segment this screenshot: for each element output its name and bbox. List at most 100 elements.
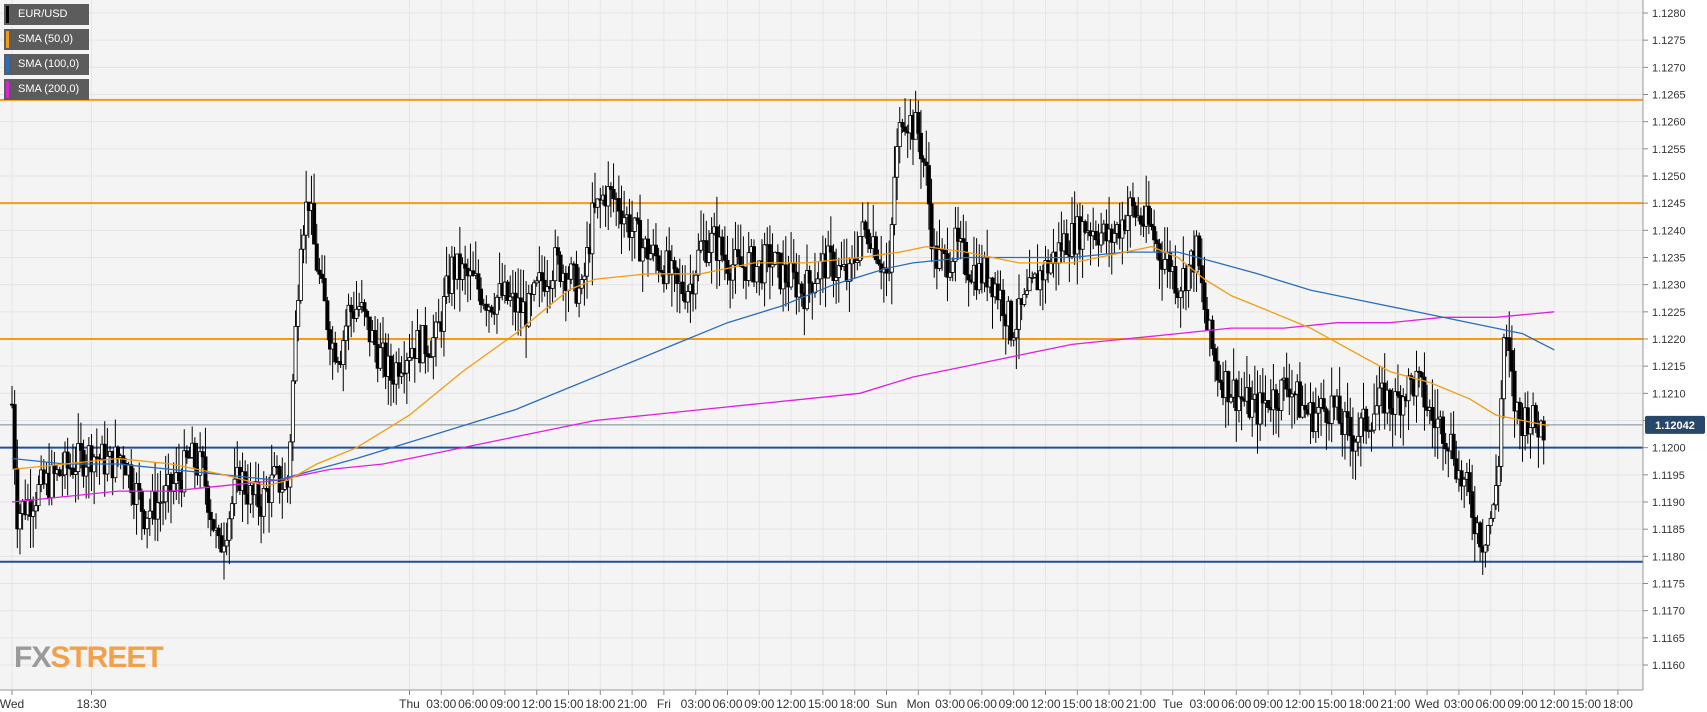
bear-candle: [574, 264, 579, 304]
bear-candle: [479, 288, 484, 305]
bull-candle: [1162, 259, 1167, 270]
bear-candle: [929, 203, 934, 250]
bear-candle: [616, 198, 621, 212]
bull-candle: [887, 271, 892, 274]
bear-candle: [1454, 458, 1459, 480]
bull-candle: [31, 510, 36, 517]
bear-candle: [1260, 392, 1265, 404]
bull-candle: [1289, 393, 1294, 398]
bull-candle: [76, 443, 81, 473]
sma50-line: [11, 245, 1550, 487]
bull-candle: [1491, 504, 1496, 519]
bear-candle: [675, 268, 680, 284]
x-tick-label: 15:00: [808, 697, 838, 711]
bull-candle: [1499, 398, 1504, 467]
bear-candle: [1509, 350, 1514, 372]
bull-candle: [508, 296, 513, 301]
bear-candle: [1443, 443, 1448, 450]
bear-candle: [489, 306, 494, 313]
bear-candle: [1215, 360, 1220, 381]
legend-item-sma50[interactable]: SMA (50,0): [4, 29, 90, 50]
bear-candle: [924, 161, 929, 166]
bear-candle: [57, 469, 62, 476]
y-tick-label: 1.1160: [1652, 660, 1685, 672]
x-tick-label: 06:00: [712, 697, 742, 711]
bear-candle: [1441, 416, 1446, 444]
bear-candle: [1467, 472, 1472, 493]
bull-candle: [171, 483, 176, 492]
bear-candle: [966, 274, 971, 281]
bull-candle: [834, 276, 839, 281]
bull-candle: [147, 510, 152, 519]
x-tick-label: 12:00: [1030, 697, 1060, 711]
x-tick-label: 09:00: [744, 697, 774, 711]
bear-candle: [918, 132, 923, 160]
legend-item-sma100[interactable]: SMA (100,0): [4, 54, 90, 75]
bull-candle: [746, 252, 751, 281]
legend-item-sma200[interactable]: SMA (200,0): [4, 79, 90, 100]
bear-candle: [1430, 407, 1435, 421]
x-tick-label: 09:00: [1253, 697, 1283, 711]
bear-candle: [1001, 289, 1006, 317]
bull-candle: [1300, 405, 1305, 418]
bull-candle: [685, 291, 690, 303]
bull-candle: [640, 247, 645, 262]
bull-candle: [1250, 398, 1255, 418]
bear-candle: [791, 262, 796, 273]
bull-candle: [1356, 435, 1361, 443]
x-axis: Wed 18:30 Thu 03:00 06:00 09:00 12:00 15:00 18:0…: [0, 689, 1643, 711]
legend-label: SMA (50,0): [18, 33, 74, 45]
logo-street: STREET: [50, 641, 163, 674]
bear-candle: [1533, 404, 1538, 429]
bear-candle: [402, 372, 407, 375]
x-tick-label: 09:00: [999, 697, 1029, 711]
bull-candle: [1178, 290, 1183, 299]
bull-candle: [1501, 337, 1506, 400]
bull-candle: [298, 248, 303, 301]
y-tick-label: 1.1195: [1652, 470, 1685, 482]
bull-candle: [532, 282, 537, 295]
bull-candle: [1374, 405, 1379, 415]
legend: EUR/USD SMA (50,0) SMA (100,0) SMA (200,…: [4, 4, 90, 104]
bear-candle: [81, 449, 86, 477]
bear-candle: [471, 270, 476, 276]
bear-candle: [322, 278, 327, 302]
x-tick-label: 03:00: [935, 697, 965, 711]
bull-candle: [762, 244, 767, 284]
bear-candle: [961, 238, 966, 243]
bear-candle: [1093, 230, 1098, 241]
price-tag-label: 1.12042: [1655, 420, 1695, 432]
y-tick-label: 1.1280: [1652, 8, 1686, 20]
bear-candle: [373, 330, 378, 345]
bull-candle: [1329, 395, 1334, 424]
y-tick-label: 1.1185: [1652, 524, 1685, 536]
bear-candle: [192, 442, 197, 468]
bull-candle: [1080, 221, 1085, 250]
bear-candle: [1210, 319, 1215, 349]
bear-candle: [320, 273, 325, 279]
bull-candle: [595, 198, 600, 208]
bull-candle: [858, 236, 863, 261]
bull-candle: [161, 501, 166, 504]
y-tick-label: 1.1215: [1652, 361, 1686, 373]
bull-candle: [1017, 298, 1022, 330]
y-tick-label: 1.1170: [1652, 606, 1685, 618]
bear-candle: [876, 259, 881, 265]
bull-candle: [1316, 407, 1321, 414]
bear-candle: [1507, 337, 1512, 351]
bull-candle: [221, 545, 226, 553]
bear-candle: [1451, 433, 1456, 460]
bull-candle: [1342, 411, 1347, 436]
bear-candle: [78, 443, 83, 451]
bear-candle: [1146, 205, 1151, 225]
legend-item-eurusd[interactable]: EUR/USD: [4, 4, 90, 25]
bull-candle: [1406, 375, 1411, 402]
bull-candle: [1011, 337, 1016, 341]
bear-candle: [1321, 398, 1326, 410]
bear-candle: [956, 227, 961, 242]
bear-candle: [646, 238, 651, 260]
y-tick-label: 1.1165: [1652, 633, 1685, 645]
x-tick-label: 09:00: [490, 697, 520, 711]
bear-candle: [362, 302, 367, 312]
x-tick-label: 06:00: [967, 697, 997, 711]
